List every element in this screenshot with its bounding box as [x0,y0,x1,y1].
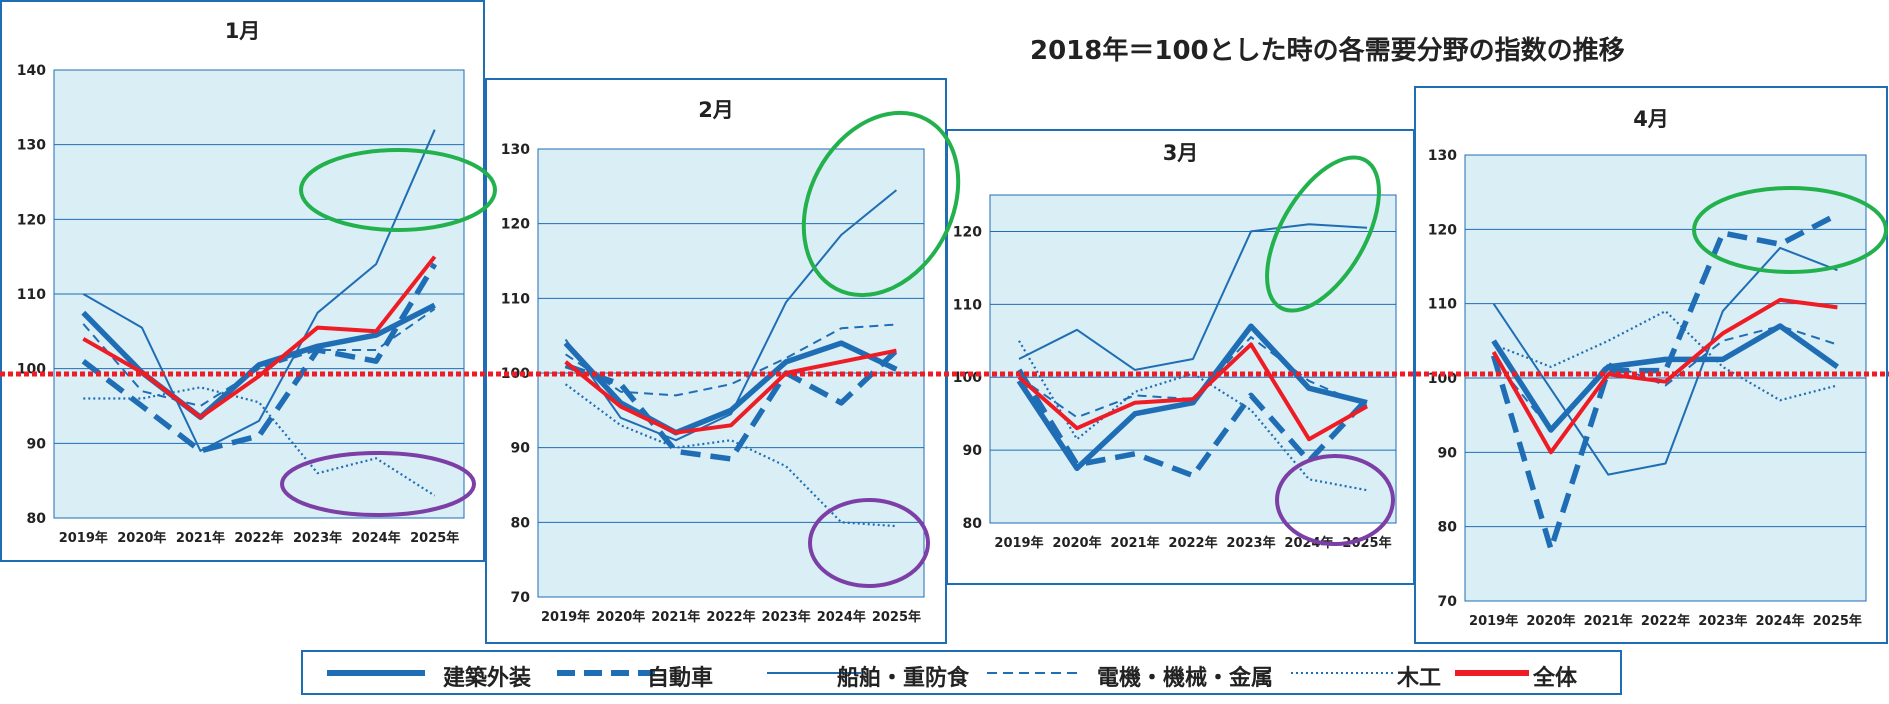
legend-label-kenchiku: 建築外装 [443,666,532,691]
main-title: 2018年＝100とした時の各需要分野の指数の推移 [1030,36,1625,66]
highlight-up-ellipse [801,110,961,298]
chart-title: 2月 [698,98,734,122]
x-tick-label: 2024年 [1284,535,1333,551]
x-tick-label: 2025年 [410,530,459,546]
x-tick-label: 2024年 [817,609,866,625]
y-tick-label: 80 [27,511,47,527]
x-tick-label: 2020年 [1052,535,1101,551]
highlight-up-ellipse [299,148,497,232]
y-tick-label: 90 [963,443,983,459]
x-tick-label: 2022年 [234,530,283,546]
y-tick-label: 70 [1438,594,1458,610]
legend-swatch-kenchiku [327,670,425,676]
series-line [1492,246,1838,476]
series-line [564,348,897,435]
legend-swatch-mokko [1291,672,1395,674]
series-line [564,348,899,462]
series-line [565,323,897,397]
y-tick-label: 140 [17,63,46,79]
x-tick-label: 2019年 [1469,613,1518,629]
chart-title: 4月 [1633,107,1669,131]
series-line [81,262,438,454]
y-tick-label: 90 [27,436,47,452]
series-line [1492,325,1838,431]
highlight-up-ellipse [1692,186,1888,274]
x-tick-label: 2021年 [1584,613,1633,629]
series-line [1016,323,1368,472]
y-tick-label: 80 [963,516,983,532]
x-tick-label: 2023年 [1698,613,1747,629]
chart-title: 3月 [1163,141,1199,165]
x-tick-label: 2020年 [117,530,166,546]
y-tick-label: 120 [953,224,982,240]
x-tick-label: 2023年 [293,530,342,546]
y-tick-label: 110 [17,287,46,303]
series-line [82,129,436,452]
legend-swatch-zentai [1455,670,1529,676]
x-tick-label: 2020年 [596,609,645,625]
series-line [1491,297,1838,455]
series-line [563,340,898,436]
x-tick-label: 2022年 [706,609,755,625]
y-tick-label: 130 [501,142,530,158]
x-tick-label: 2024年 [1755,613,1804,629]
y-tick-label: 90 [1438,445,1458,461]
legend: 建築外装 自動車 船舶・重防食 電機・機械・金属 木工 全体 [301,650,1622,695]
legend-label-senpaku: 船舶・重防食 [837,666,970,691]
x-tick-label: 2025年 [872,609,921,625]
highlight-down-ellipse [1275,454,1395,546]
x-tick-label: 2019年 [994,535,1043,551]
series-line [1018,223,1368,371]
y-tick-label: 130 [17,138,46,154]
chart-panel-2: 7080901001101201302019年2020年2021年2022年20… [485,78,947,644]
series-line [1493,310,1838,402]
legend-swatch-denki [987,672,1081,674]
y-tick-label: 110 [501,291,530,307]
x-tick-label: 2020年 [1526,613,1575,629]
legend-label-denki: 電機・機械・金属 [1097,666,1274,691]
x-tick-label: 2022年 [1168,535,1217,551]
x-tick-label: 2025年 [1813,613,1862,629]
x-tick-label: 2023年 [1226,535,1275,551]
y-tick-label: 70 [511,590,531,606]
x-tick-label: 2023年 [762,609,811,625]
series-line [82,308,436,407]
x-tick-label: 2025年 [1342,535,1391,551]
series-line [83,386,436,497]
chart-title: 1月 [225,19,261,43]
y-tick-label: 120 [1428,222,1457,238]
x-tick-label: 2021年 [651,609,700,625]
y-tick-label: 110 [953,297,982,313]
x-tick-label: 2019年 [541,609,590,625]
x-tick-label: 2019年 [59,530,108,546]
highlight-down-ellipse [808,498,930,588]
legend-swatch-jidosha [557,670,655,676]
x-tick-label: 2021年 [176,530,225,546]
series-line [564,189,898,442]
highlight-up-ellipse [1265,155,1381,313]
y-tick-label: 80 [1438,520,1458,536]
series-line [1017,342,1368,442]
legend-label-zentai: 全体 [1533,666,1578,691]
x-tick-label: 2024年 [352,530,401,546]
highlight-down-ellipse [280,451,476,517]
legend-label-mokko: 木工 [1397,666,1442,691]
series-line [1018,336,1368,419]
y-tick-label: 120 [17,212,46,228]
y-tick-label: 80 [511,515,531,531]
legend-swatch-senpaku [767,672,861,674]
y-tick-label: 130 [1428,148,1457,164]
x-tick-label: 2022年 [1641,613,1690,629]
y-tick-label: 120 [501,217,530,233]
y-tick-label: 110 [1428,297,1457,313]
y-tick-label: 90 [511,441,531,457]
legend-label-jidosha: 自動車 [647,666,714,691]
x-tick-label: 2021年 [1110,535,1159,551]
